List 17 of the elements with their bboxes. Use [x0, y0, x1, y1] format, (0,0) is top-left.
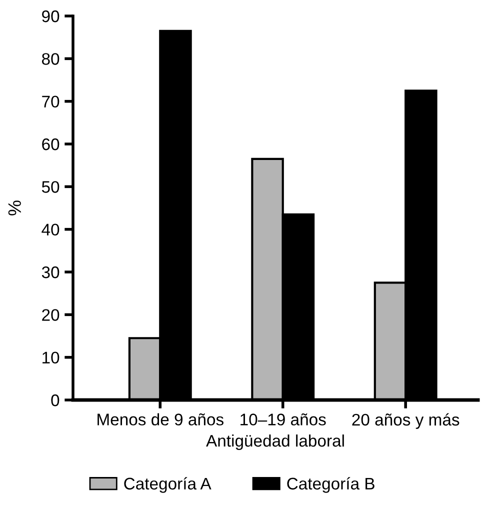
y-tick-label: 60 [42, 138, 60, 150]
x-tick-label: 10–19 años [240, 413, 326, 426]
y-tick-label: 80 [42, 53, 60, 65]
y-tick-label: 30 [42, 266, 60, 278]
y-tick-label: 70 [42, 96, 60, 108]
y-tick-label: 50 [42, 181, 60, 193]
legend-label: Categoría B [287, 477, 374, 493]
y-tick-label: 20 [42, 309, 60, 321]
x-axis-title: Antigüedad laboral [206, 434, 344, 450]
y-tick-label: 40 [42, 224, 60, 236]
y-tick-label: 0 [51, 394, 60, 406]
x-tick-label: 20 años y más [352, 413, 460, 429]
y-tick-label: 10 [42, 352, 60, 364]
x-tick-label: Menos de 9 años [98, 413, 224, 426]
y-axis-title: % [8, 200, 21, 216]
y-tick-label: 90 [42, 10, 60, 22]
legend-label: Categoría A [124, 477, 212, 493]
